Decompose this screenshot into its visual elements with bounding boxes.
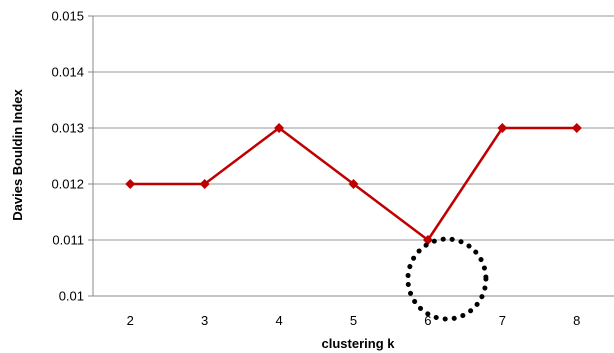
x-tick-label: 7: [499, 313, 506, 328]
dotted-circle-annotation: [405, 236, 489, 322]
y-tick-label: 0.013: [51, 121, 84, 136]
y-tick-label: 0.014: [51, 65, 84, 80]
x-tick-label: 5: [350, 313, 357, 328]
x-tick-label: 6: [424, 313, 431, 328]
y-axis-title: Davies Bouldin Index: [10, 88, 25, 220]
y-tick-label: 0.012: [51, 177, 84, 192]
x-tick-labels: 2 3 4 5 6 7 8: [127, 313, 581, 328]
series-group: [125, 123, 582, 245]
data-point-marker: [422, 235, 433, 245]
x-tick-label: 2: [127, 313, 134, 328]
y-tick-labels: 0.01 0.011 0.012 0.013 0.014 0.015: [51, 9, 93, 304]
x-tick-label: 3: [201, 313, 208, 328]
x-axis-title: clustering k: [322, 336, 396, 351]
y-tick-label: 0.01: [59, 289, 84, 304]
data-point-marker: [199, 179, 210, 189]
data-point-marker: [571, 123, 582, 133]
data-point-marker: [497, 123, 508, 133]
y-tick-label: 0.011: [52, 233, 84, 248]
data-point-marker: [348, 179, 359, 189]
x-tick-label: 4: [275, 313, 282, 328]
y-tick-label: 0.015: [51, 9, 84, 24]
data-point-marker: [274, 123, 285, 133]
data-point-marker: [125, 179, 136, 189]
x-tick-label: 8: [573, 313, 580, 328]
